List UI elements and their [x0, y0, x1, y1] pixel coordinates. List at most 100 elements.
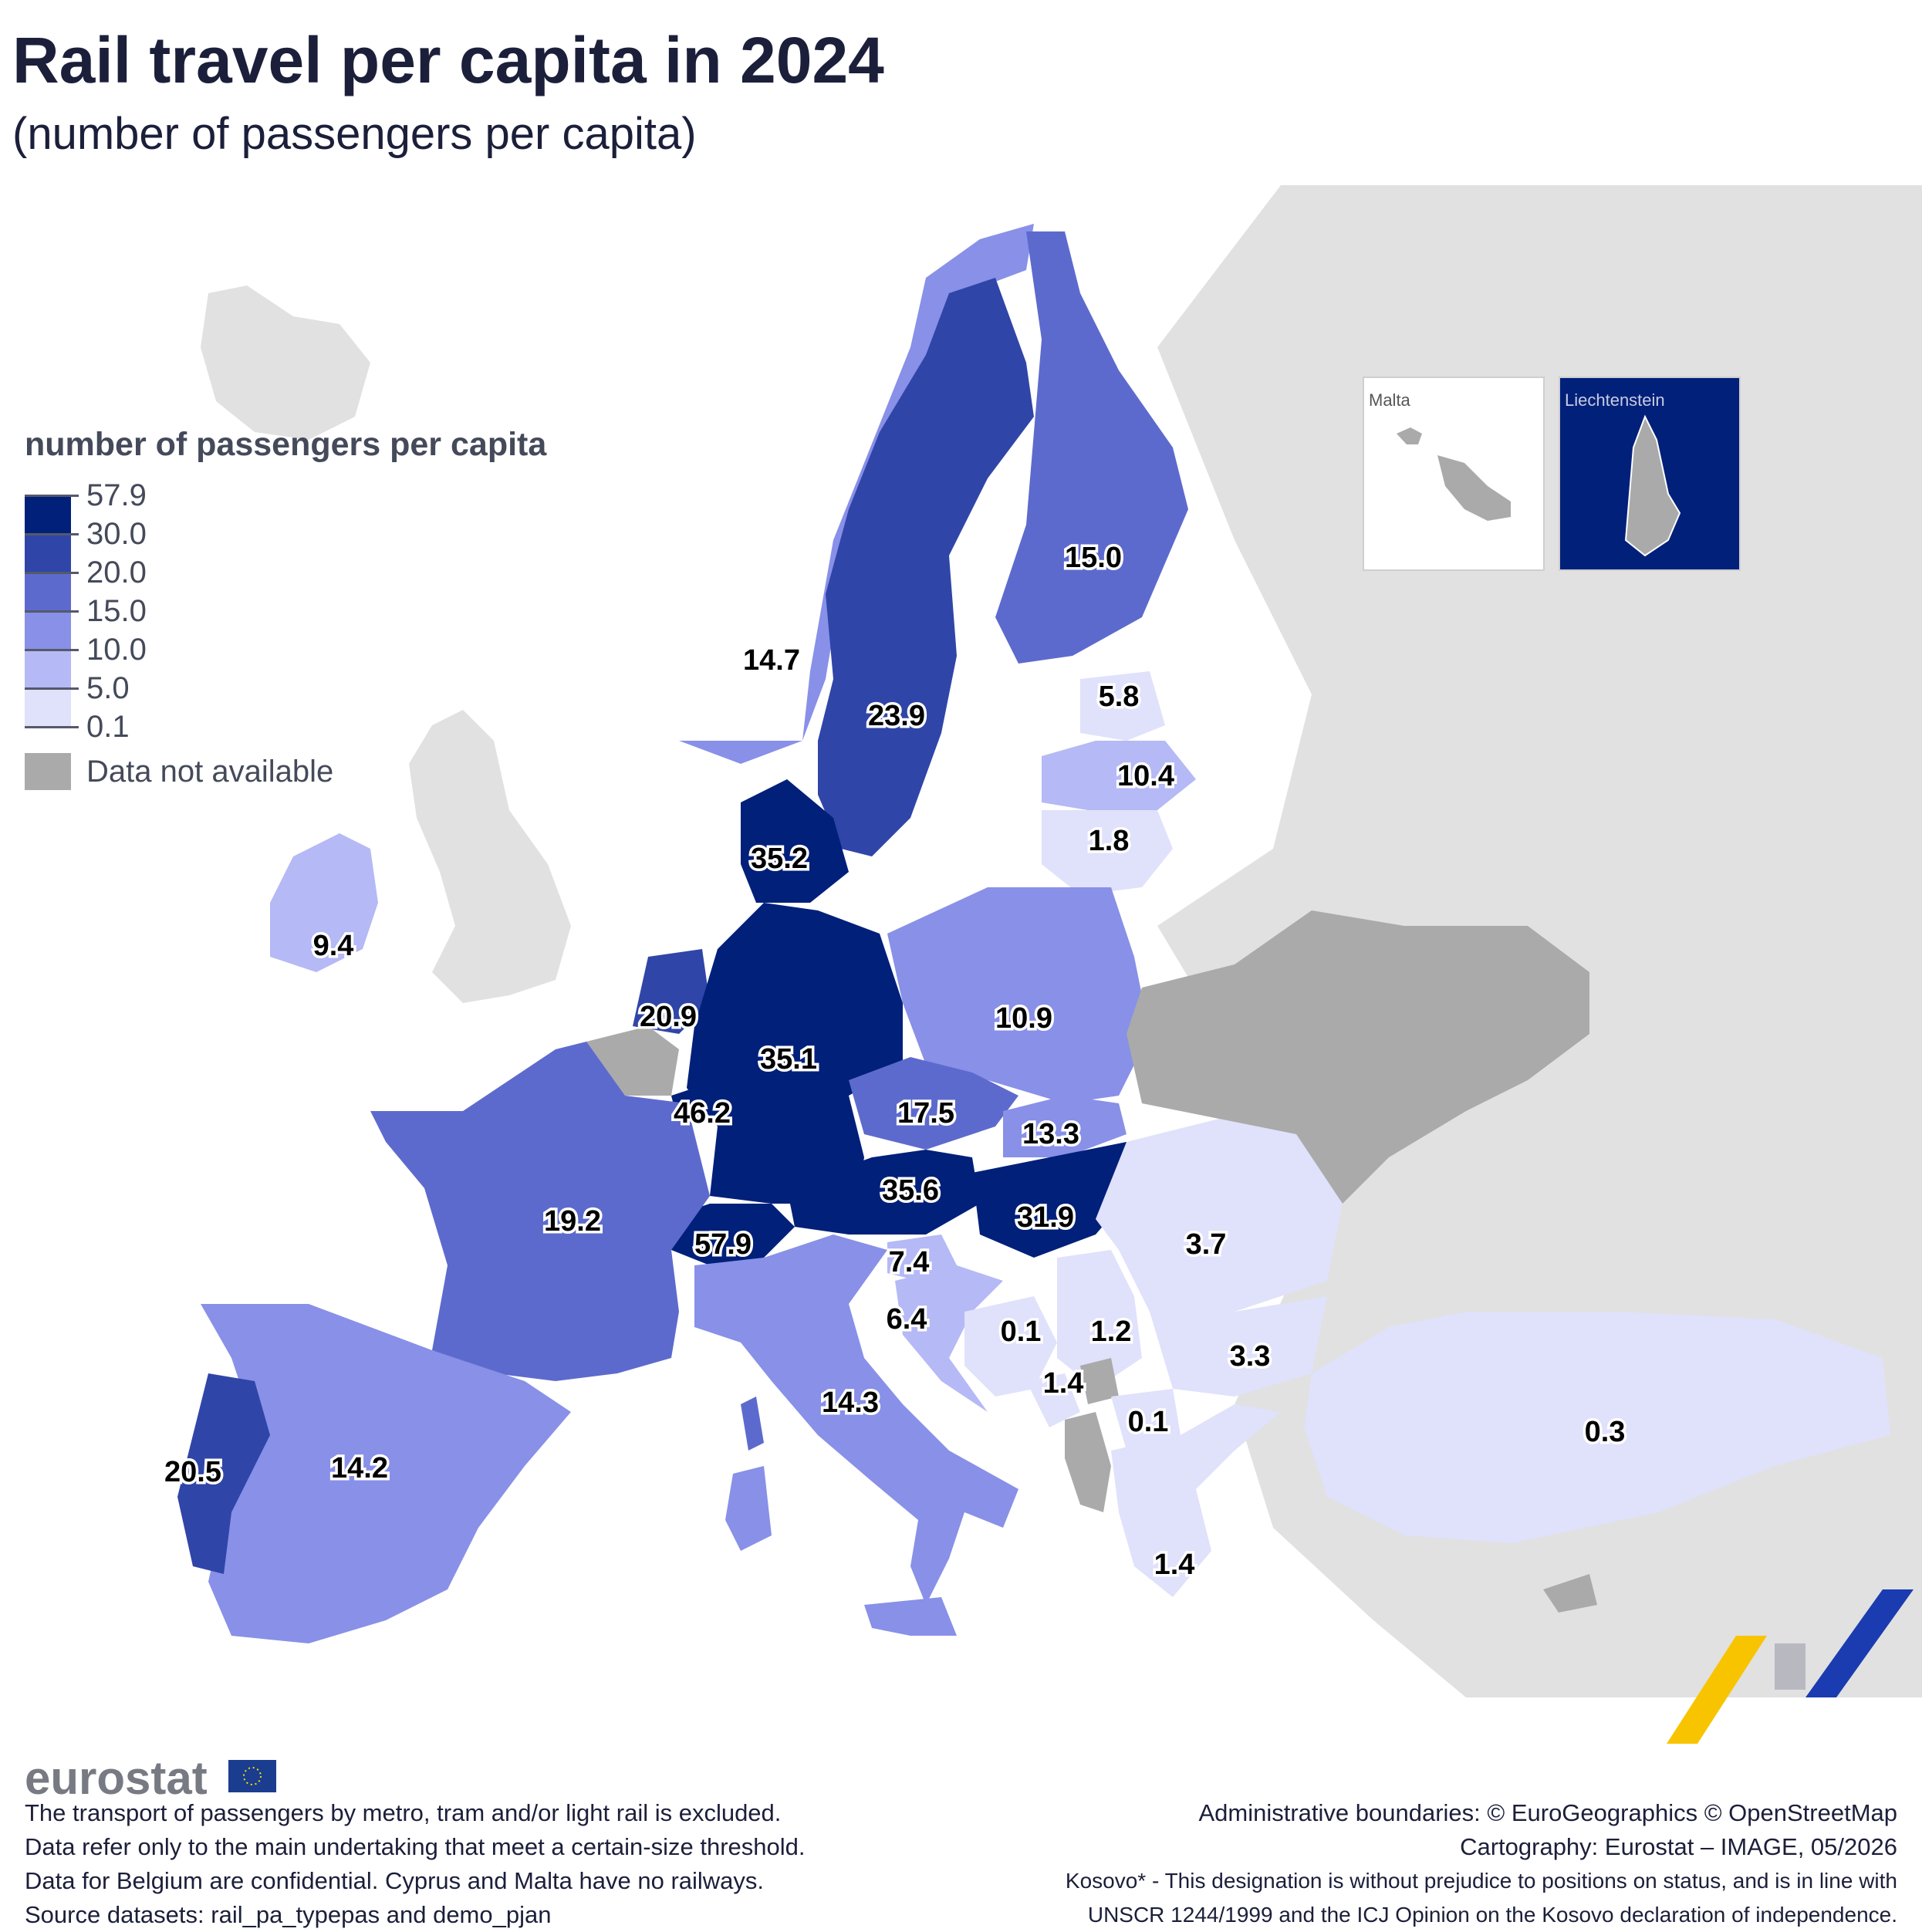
map-region-greece: [1111, 1404, 1281, 1597]
logo-stripe-blue: [1805, 1589, 1914, 1697]
legend-swatch: [25, 495, 71, 534]
legend-tick: [25, 687, 79, 690]
map-region-bosnia: [964, 1296, 1057, 1397]
page-subtitle: (number of passengers per capita): [12, 109, 697, 159]
map-region-france: [370, 1042, 710, 1381]
value-label-france: 19.2: [544, 1205, 601, 1238]
footer-credit-line: UNSCR 1244/1999 and the ICJ Opinion on t…: [1087, 1903, 1897, 1927]
map-region-north-macedonia: [1111, 1389, 1181, 1451]
value-label-hungary: 31.9: [1017, 1201, 1074, 1234]
legend-break-label: 5.0: [86, 671, 130, 705]
footer-credit-line: Administrative boundaries: © EuroGeograp…: [1198, 1799, 1897, 1826]
value-label-luxembourg: 46.2: [674, 1097, 731, 1130]
value-label-austria: 35.6: [882, 1174, 939, 1207]
map-region-austria: [787, 1150, 980, 1235]
legend-break-label: 10.0: [86, 633, 147, 667]
inset-malta-map: [1397, 427, 1511, 521]
legend-no-data-label: Data not available: [86, 755, 334, 789]
value-label-croatia: 6.4: [887, 1303, 927, 1336]
map-region-montenegro: [1026, 1373, 1080, 1427]
map-region-romania: [1096, 1119, 1343, 1312]
legend-swatch: [25, 688, 71, 727]
map-region-portugal: [177, 1373, 270, 1574]
inset-malta: Malta: [1363, 377, 1545, 571]
map-region-turkey: [1304, 1312, 1890, 1543]
legend-swatch: [25, 611, 71, 650]
value-label-slovakia: 13.3: [1022, 1118, 1079, 1150]
legend-tick: [25, 533, 79, 535]
map-region-sicily: [864, 1597, 957, 1636]
value-label-latvia: 10.4: [1117, 760, 1174, 792]
map-region-spain: [201, 1304, 571, 1643]
value-label-bosnia: 0.1: [1001, 1316, 1042, 1348]
legend-swatch: [25, 573, 71, 611]
eurostat-logo: eurostat: [25, 1752, 208, 1804]
legend-tick: [25, 610, 79, 613]
value-label-czechia: 17.5: [897, 1097, 954, 1130]
map-region-switzerland: [664, 1204, 795, 1265]
inset-liechtenstein-map: [1624, 414, 1681, 557]
legend-swatch: [25, 650, 71, 688]
map-region-serbia: [1057, 1250, 1142, 1389]
inset-malta-label: Malta: [1369, 390, 1410, 410]
value-label-switzerland: 57.9: [694, 1228, 752, 1261]
map-region-denmark: [741, 779, 849, 903]
footer-credit-line: Cartography: Eurostat – IMAGE, 05/2026: [1460, 1833, 1897, 1860]
map-region-iceland: [201, 285, 370, 440]
map-region-croatia: [895, 1265, 1003, 1412]
legend-break-label: 0.1: [86, 710, 130, 744]
map-region-sardinia: [725, 1466, 772, 1551]
value-label-germany: 35.1: [760, 1043, 817, 1076]
map-region-sweden: [818, 278, 1034, 856]
value-label-slovenia: 7.4: [889, 1246, 930, 1278]
value-label-lithuania: 1.8: [1089, 825, 1130, 857]
legend-break-label: 57.9: [86, 478, 147, 512]
value-label-serbia: 1.2: [1091, 1316, 1132, 1348]
value-label-bulgaria: 3.3: [1230, 1340, 1271, 1373]
value-label-italy: 14.3: [822, 1387, 879, 1419]
legend-break-label: 20.0: [86, 556, 147, 589]
legend-title: number of passengers per capita: [25, 426, 547, 463]
value-label-montenegro: 1.4: [1043, 1367, 1084, 1400]
value-label-north-macedonia: 0.1: [1128, 1406, 1169, 1438]
value-label-romania: 3.7: [1186, 1228, 1227, 1261]
value-label-netherlands: 20.9: [640, 1001, 697, 1033]
footer-notes: The transport of passengers by metro, tr…: [25, 1796, 805, 1932]
legend-tick: [25, 572, 79, 574]
map-value-labels: 35.2 46.2 35.6 31.9 35.1 57.9 23.9 20.9 …: [162, 539, 1628, 1584]
map-region-poland: [887, 887, 1150, 1103]
page-title: Rail travel per capita in 2024: [12, 24, 884, 96]
map-region-latvia: [1042, 741, 1196, 810]
value-label-finland: 15.0: [1065, 542, 1122, 574]
legend-break-label: 15.0: [86, 594, 147, 628]
map-region-ireland: [270, 833, 378, 972]
value-label-turkey: 0.3: [1585, 1416, 1626, 1448]
value-label-portugal: 20.5: [164, 1456, 221, 1488]
logo-stripe-grey: [1775, 1643, 1805, 1690]
map-region-lithuania: [1042, 810, 1173, 895]
map-region-albania: [1065, 1412, 1111, 1512]
value-label-denmark: 35.2: [751, 843, 808, 875]
legend-swatch: [25, 534, 71, 573]
value-label-greece: 1.4: [1154, 1549, 1195, 1581]
eu-flag-icon: [228, 1760, 276, 1792]
map-region-slovenia: [887, 1235, 957, 1281]
map-region-netherlands: [633, 949, 710, 1034]
value-label-norway: 14.7: [743, 644, 800, 677]
map-region-italy: [694, 1235, 1018, 1605]
inset-liechtenstein: Liechtenstein: [1559, 377, 1741, 571]
map-region-corsica: [741, 1397, 764, 1451]
logo-stripe-yellow: [1667, 1636, 1767, 1744]
map-region-kosovo: [1080, 1358, 1119, 1404]
footer-note-line: Data for Belgium are confidential. Cypru…: [25, 1867, 765, 1894]
map-region-uk: [409, 710, 571, 1003]
value-label-estonia: 5.8: [1099, 681, 1140, 713]
value-label-ireland: 9.4: [313, 930, 354, 962]
footer-credit-line: Kosovo* - This designation is without pr…: [1065, 1869, 1897, 1893]
value-label-sweden: 23.9: [868, 700, 925, 732]
legend-no-data-swatch: [25, 753, 71, 790]
legend-break-label: 30.0: [86, 517, 147, 551]
footer-note-line: Source datasets: rail_pa_typepas and dem…: [25, 1901, 552, 1928]
footer-note-line: The transport of passengers by metro, tr…: [25, 1799, 782, 1826]
